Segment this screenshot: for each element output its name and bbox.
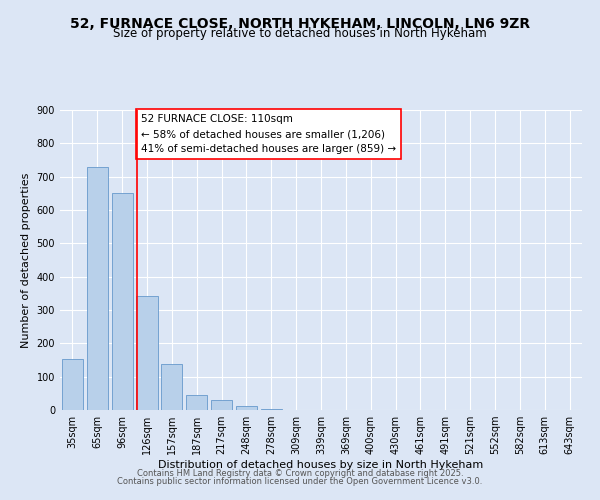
Bar: [236, 406, 257, 410]
Text: Size of property relative to detached houses in North Hykeham: Size of property relative to detached ho…: [113, 28, 487, 40]
Bar: [161, 364, 182, 410]
Text: Contains public sector information licensed under the Open Government Licence v3: Contains public sector information licen…: [118, 477, 482, 486]
Bar: [62, 359, 83, 410]
Bar: [136, 296, 158, 410]
Bar: [261, 409, 282, 410]
Y-axis label: Number of detached properties: Number of detached properties: [21, 172, 31, 348]
X-axis label: Distribution of detached houses by size in North Hykeham: Distribution of detached houses by size …: [158, 460, 484, 470]
Bar: [186, 396, 207, 410]
Text: 52 FURNACE CLOSE: 110sqm
← 58% of detached houses are smaller (1,206)
41% of sem: 52 FURNACE CLOSE: 110sqm ← 58% of detach…: [141, 114, 396, 154]
Bar: [211, 400, 232, 410]
Text: 52, FURNACE CLOSE, NORTH HYKEHAM, LINCOLN, LN6 9ZR: 52, FURNACE CLOSE, NORTH HYKEHAM, LINCOL…: [70, 18, 530, 32]
Bar: [112, 194, 133, 410]
Bar: [87, 166, 108, 410]
Text: Contains HM Land Registry data © Crown copyright and database right 2025.: Contains HM Land Registry data © Crown c…: [137, 468, 463, 477]
